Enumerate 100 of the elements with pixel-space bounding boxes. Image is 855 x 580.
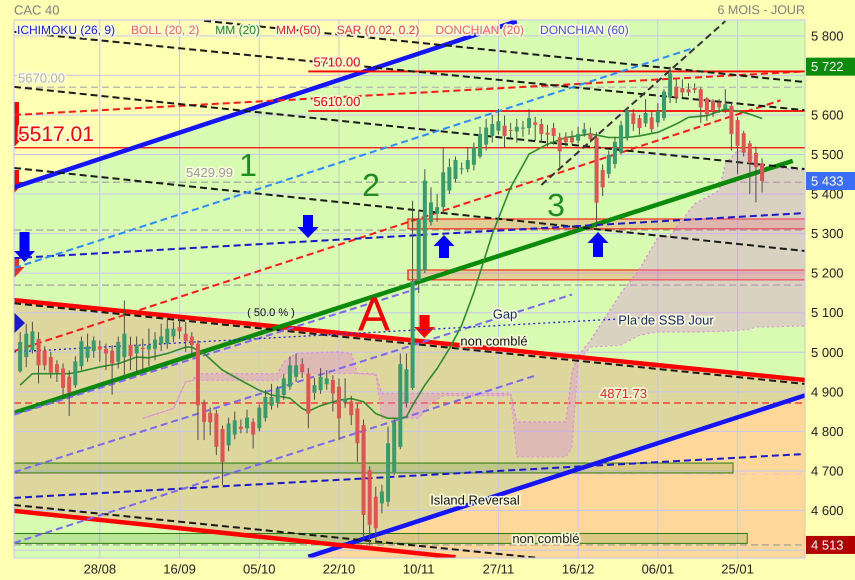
candlestick <box>104 343 108 371</box>
band-label: non comblé <box>512 530 580 546</box>
candlestick <box>48 351 53 379</box>
annotation: Gap <box>492 306 518 322</box>
candlestick <box>42 346 47 371</box>
candlestick <box>723 88 728 114</box>
candlestick <box>644 98 648 128</box>
candlestick <box>650 110 654 134</box>
candlestick <box>245 409 250 434</box>
candlestick <box>478 126 482 159</box>
candlestick <box>178 318 182 340</box>
candlestick <box>288 356 292 390</box>
annotation: A <box>358 288 390 342</box>
y-tick-label: 5 300 <box>811 226 844 242</box>
y-tick-label: 5 600 <box>811 107 844 122</box>
annotation: SAR (0.02, 0.2) <box>336 23 420 37</box>
candlestick <box>704 96 709 122</box>
candlestick <box>232 411 237 440</box>
candlestick <box>680 78 684 98</box>
y-tick-label: 4 900 <box>811 384 844 400</box>
candlestick <box>226 417 231 452</box>
candlestick <box>545 124 550 148</box>
x-tick-label: 28/08 <box>84 562 116 576</box>
annotation: BOLL (20, 2) <box>131 23 200 37</box>
candlestick <box>754 146 758 203</box>
candlestick <box>582 122 586 138</box>
candlestick <box>294 352 298 382</box>
candlestick <box>202 399 206 441</box>
candlestick <box>116 336 120 370</box>
y-tick-label: 5 100 <box>811 305 844 320</box>
candlestick <box>110 344 114 396</box>
annotation: 3 <box>547 187 565 223</box>
x-tick-label: 16/09 <box>163 562 196 576</box>
candlestick <box>282 374 286 400</box>
annotation: 2 <box>362 167 380 203</box>
candlestick <box>484 118 488 152</box>
candlestick <box>208 407 212 436</box>
text: 4 513 <box>811 537 844 552</box>
candlestick <box>496 108 500 136</box>
candlestick <box>460 162 464 175</box>
candlestick <box>717 98 722 114</box>
x-tick-label: 16/12 <box>562 562 594 576</box>
candlestick <box>558 132 562 168</box>
candlestick <box>686 82 690 96</box>
candlestick <box>54 360 59 382</box>
annotation: 1 <box>239 147 257 183</box>
candlestick <box>539 118 544 144</box>
candlestick <box>153 332 158 361</box>
annotation: DONCHIAN (60) <box>540 23 629 37</box>
text: 5 722 <box>811 59 844 74</box>
text: 5 433 <box>811 174 844 189</box>
candlestick <box>330 374 335 412</box>
candlestick <box>527 108 532 136</box>
candlestick <box>86 333 90 362</box>
candlestick <box>140 338 145 373</box>
x-tick-label: 05/10 <box>243 562 276 576</box>
candlestick <box>318 368 323 394</box>
candlestick <box>508 122 513 140</box>
y-tick-label: 5 800 <box>811 28 844 44</box>
y-tick-label: 4 700 <box>811 463 844 478</box>
candlestick <box>165 318 170 350</box>
candlestick <box>134 336 139 373</box>
candlestick <box>606 150 611 179</box>
candlestick <box>276 385 280 408</box>
candlestick <box>128 336 133 371</box>
x-tick-label: 10/11 <box>402 562 434 576</box>
candlestick <box>564 132 568 148</box>
candlestick <box>576 126 580 144</box>
candlestick <box>67 370 72 416</box>
candlestick <box>472 142 476 171</box>
candlestick <box>760 158 764 193</box>
candlestick <box>146 328 151 367</box>
y-tick-label: 5 500 <box>811 147 844 162</box>
chart-subtitle: 6 MOIS - JOUR <box>717 3 805 17</box>
ref-line-label: 5670.00 <box>18 70 65 86</box>
candlestick <box>612 136 617 169</box>
candlestick <box>490 114 494 144</box>
candlestick <box>453 156 458 183</box>
candlestick <box>520 120 525 138</box>
candlestick <box>748 140 752 195</box>
annotation: ICHIMOKU (26, 9) <box>17 23 116 37</box>
candlestick <box>631 108 636 132</box>
candlestick <box>435 194 440 222</box>
candlestick <box>324 370 329 390</box>
candlestick <box>312 378 316 400</box>
candlestick <box>238 419 243 434</box>
y-tick-label: 5 200 <box>811 266 844 281</box>
candlestick <box>692 82 697 94</box>
candlestick <box>24 323 28 368</box>
x-tick-label: 25/01 <box>721 562 754 576</box>
annotation: ( 50.0 % ) <box>247 307 295 319</box>
annotation: MM (20) <box>215 23 260 37</box>
candlestick <box>122 300 126 376</box>
candlestick <box>514 118 519 144</box>
candlestick <box>171 321 176 343</box>
y-tick-label: 4 800 <box>811 424 844 439</box>
y-tick-label: 4 600 <box>811 503 844 518</box>
chart-title: CAC 40 <box>14 2 60 18</box>
candlestick <box>190 332 194 357</box>
candlestick <box>159 323 164 352</box>
